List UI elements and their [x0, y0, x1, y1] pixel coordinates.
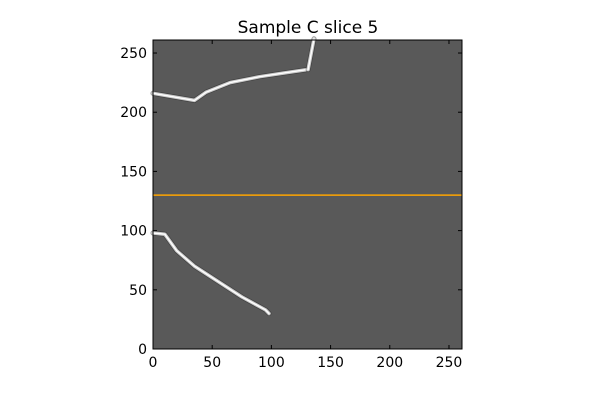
upper-edge-streak-layer-2 [307, 38, 315, 71]
upper-left-streak-layer-2 [152, 68, 308, 102]
x-tick-label: 100 [258, 355, 285, 371]
x-tick-label: 50 [203, 355, 221, 371]
y-tick-label: 250 [120, 46, 147, 62]
x-tick-label: 200 [376, 355, 403, 371]
plot-area [150, 36, 463, 350]
y-axis: 0 50 100 150 200 250 [120, 46, 462, 358]
plot-title: Sample C slice 5 [238, 18, 379, 38]
axes-frame [152, 39, 463, 350]
lower-streak-layer-2 [152, 232, 270, 315]
x-tick-label: 250 [436, 355, 463, 371]
x-tick-label: 150 [317, 355, 344, 371]
y-tick-label: 100 [120, 224, 147, 240]
x-axis: 0 50 100 150 200 250 [149, 40, 463, 371]
y-tick-label: 150 [120, 164, 147, 180]
x-tick-label: 0 [149, 355, 158, 371]
y-tick-label: 50 [129, 283, 147, 299]
image-streaks [150, 36, 317, 316]
y-tick-label: 200 [120, 105, 147, 121]
y-tick-label: 0 [138, 342, 147, 358]
